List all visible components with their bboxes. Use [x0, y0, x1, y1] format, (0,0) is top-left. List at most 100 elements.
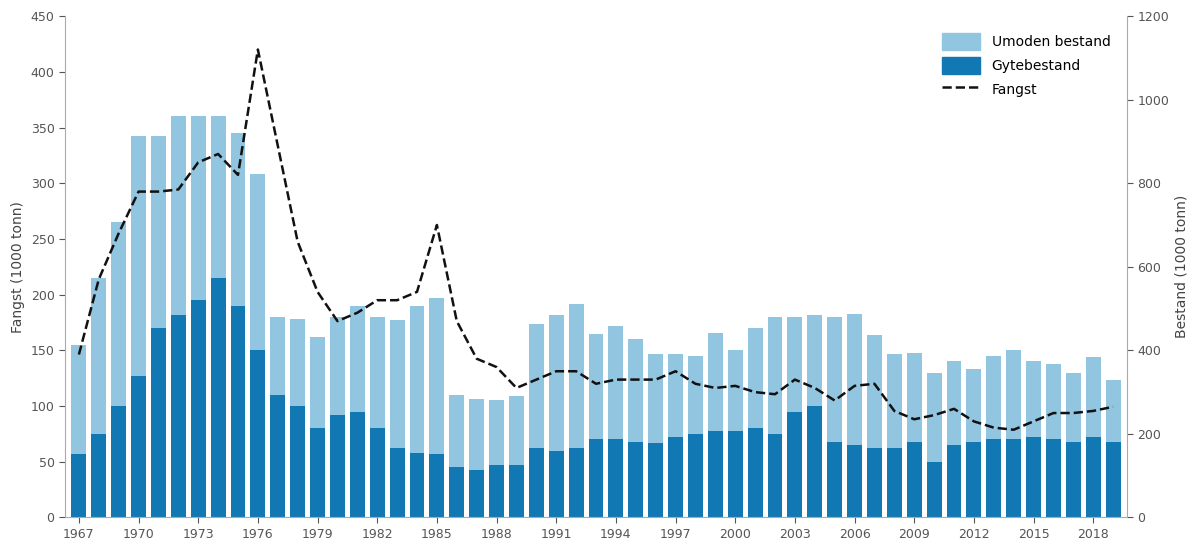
Bar	[91, 434, 107, 517]
Legend: Umoden bestand, Gytebestand, Fangst: Umoden bestand, Gytebestand, Fangst	[936, 27, 1116, 103]
Bar	[947, 362, 961, 445]
Bar	[72, 454, 86, 517]
Bar	[708, 332, 722, 431]
Bar	[91, 278, 107, 434]
Bar	[727, 351, 743, 431]
Bar	[251, 174, 265, 351]
Bar	[548, 450, 564, 517]
Bar	[708, 431, 722, 517]
Bar	[1007, 351, 1021, 439]
Bar	[270, 317, 286, 395]
Bar	[449, 395, 464, 468]
Bar	[330, 317, 344, 415]
Bar	[529, 323, 544, 448]
Bar	[131, 136, 146, 376]
Bar	[290, 319, 305, 406]
Bar	[230, 133, 246, 306]
Bar	[131, 376, 146, 517]
Bar	[290, 406, 305, 517]
Bar	[409, 453, 425, 517]
Bar	[748, 328, 762, 428]
Bar	[430, 298, 444, 454]
Bar	[588, 439, 604, 517]
Bar	[966, 442, 982, 517]
Bar	[370, 317, 385, 428]
Bar	[1086, 357, 1100, 437]
Bar	[648, 443, 664, 517]
Bar	[966, 369, 982, 442]
Bar	[907, 353, 922, 442]
Bar	[350, 306, 365, 412]
Bar	[1105, 380, 1121, 442]
Y-axis label: Fangst (1000 tonn): Fangst (1000 tonn)	[11, 201, 25, 333]
Bar	[787, 412, 803, 517]
Bar	[330, 415, 344, 517]
Bar	[390, 320, 404, 448]
Bar	[1046, 439, 1061, 517]
Bar	[808, 406, 822, 517]
Bar	[211, 278, 226, 517]
Bar	[629, 442, 643, 517]
Bar	[1026, 362, 1042, 437]
Bar	[629, 339, 643, 442]
Bar	[569, 448, 583, 517]
Bar	[907, 442, 922, 517]
Bar	[748, 428, 762, 517]
Bar	[310, 337, 325, 428]
Bar	[1046, 364, 1061, 439]
Bar	[509, 465, 524, 517]
Bar	[688, 434, 703, 517]
Bar	[170, 116, 186, 315]
Bar	[1026, 437, 1042, 517]
Bar	[847, 314, 862, 445]
Bar	[787, 317, 803, 412]
Bar	[211, 116, 226, 278]
Bar	[490, 401, 504, 465]
Bar	[170, 315, 186, 517]
Bar	[151, 136, 166, 328]
Bar	[866, 335, 882, 448]
Bar	[768, 434, 782, 517]
Bar	[926, 462, 942, 517]
Bar	[112, 406, 126, 517]
Bar	[490, 465, 504, 517]
Bar	[251, 351, 265, 517]
Bar	[529, 448, 544, 517]
Bar	[668, 354, 683, 437]
Bar	[350, 412, 365, 517]
Bar	[986, 356, 1001, 439]
Bar	[986, 439, 1001, 517]
Bar	[808, 315, 822, 406]
Bar	[191, 300, 205, 517]
Bar	[648, 354, 664, 443]
Bar	[866, 448, 882, 517]
Bar	[449, 468, 464, 517]
Bar	[926, 373, 942, 462]
Bar	[608, 439, 623, 517]
Bar	[548, 315, 564, 450]
Bar	[1007, 439, 1021, 517]
Bar	[1066, 373, 1081, 442]
Bar	[847, 445, 862, 517]
Bar	[569, 304, 583, 448]
Bar	[430, 454, 444, 517]
Bar	[727, 431, 743, 517]
Bar	[827, 317, 842, 442]
Bar	[469, 400, 484, 470]
Bar	[668, 437, 683, 517]
Bar	[310, 428, 325, 517]
Bar	[390, 448, 404, 517]
Bar	[887, 354, 901, 448]
Bar	[270, 395, 286, 517]
Bar	[947, 445, 961, 517]
Bar	[827, 442, 842, 517]
Bar	[72, 345, 86, 454]
Bar	[1066, 442, 1081, 517]
Bar	[608, 326, 623, 439]
Bar	[1086, 437, 1100, 517]
Bar	[230, 306, 246, 517]
Bar	[409, 306, 425, 453]
Bar	[469, 470, 484, 517]
Bar	[688, 356, 703, 434]
Bar	[191, 116, 205, 300]
